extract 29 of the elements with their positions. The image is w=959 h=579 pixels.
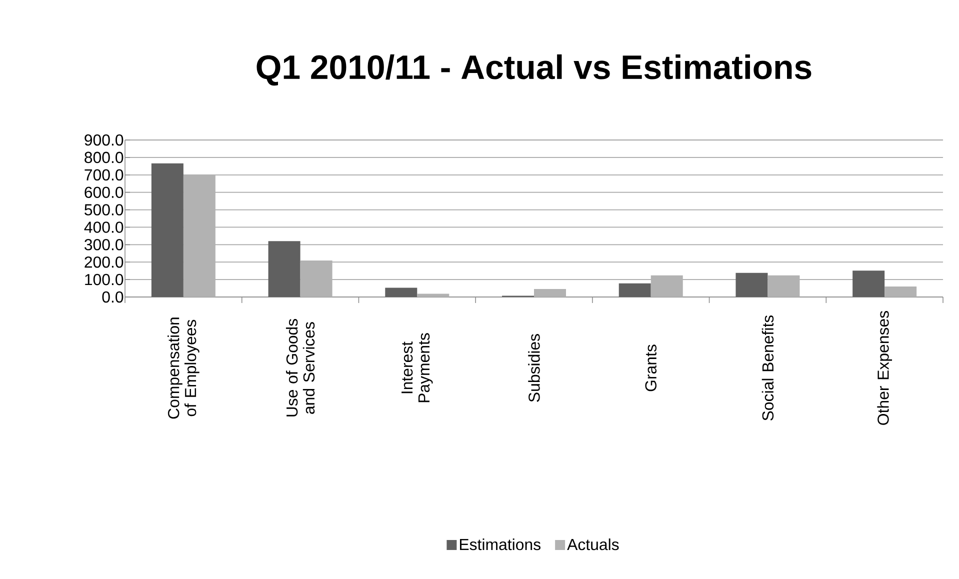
bar — [534, 288, 566, 297]
y-tick-label: 700.0 — [84, 169, 124, 181]
bar — [884, 286, 917, 297]
y-tick-label: 500.0 — [84, 204, 124, 216]
y-tick-label: 200.0 — [84, 256, 124, 268]
y-tick-label: 800.0 — [84, 152, 124, 164]
x-tick-label: Subsidies — [528, 334, 540, 402]
chart-title: Q1 2010/11 - Actual vs Estimations — [256, 54, 812, 86]
x-tick-label: Other Expenses — [877, 311, 892, 425]
y-tick-label: 100.0 — [85, 274, 124, 286]
bar — [385, 288, 418, 297]
x-tick-label: Compensation of Employees — [168, 318, 200, 419]
y-tick-label: 400.0 — [84, 222, 124, 233]
y-tick-label: 600.0 — [84, 186, 124, 198]
x-tick-label: Grants — [645, 344, 657, 392]
x-tick-label: Use of Goods and Services — [286, 319, 315, 416]
bar — [852, 270, 885, 297]
legend-label: Estimations — [460, 538, 540, 550]
x-tick-label: Interest Payments — [402, 333, 433, 402]
x-tick-label: Social Benefits — [762, 315, 774, 420]
y-tick-label: 0.0 — [102, 291, 124, 303]
y-tick-label: 900.0 — [84, 134, 124, 146]
bar — [417, 294, 450, 297]
y-tick-label: 300.0 — [84, 239, 124, 250]
bar — [618, 283, 651, 297]
bar — [151, 163, 184, 297]
legend-label: Actuals — [567, 538, 619, 550]
bar — [268, 241, 300, 297]
bar — [736, 272, 768, 297]
